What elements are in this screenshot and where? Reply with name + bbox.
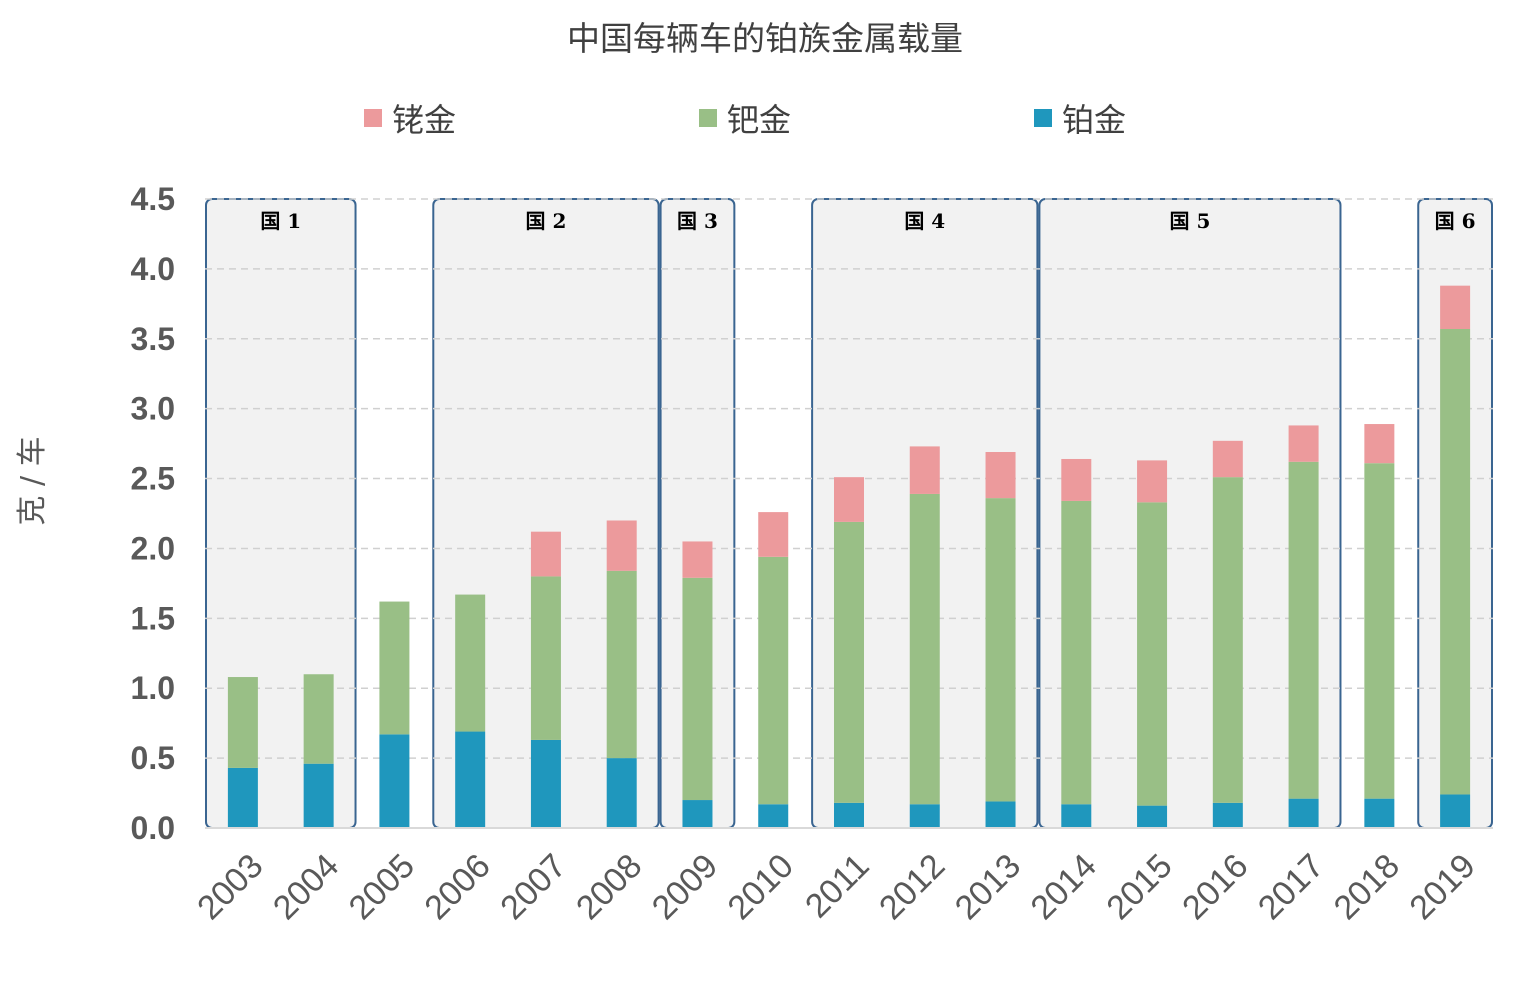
bar-palladium-2008 <box>606 570 637 759</box>
bar-platinum-2014 <box>1061 804 1092 828</box>
chart-title: 中国每辆车的铂族金属载量 <box>567 19 963 58</box>
bar-platinum-2003 <box>227 767 258 828</box>
x-tick-label-2009: 2009 <box>645 847 725 927</box>
bar-platinum-2019 <box>1440 794 1471 828</box>
y-tick-label: 2.0 <box>131 530 175 566</box>
x-tick-label-2013: 2013 <box>948 847 1028 927</box>
y-tick-label: 1.5 <box>131 600 175 636</box>
legend-label-rhodium: 铑金 <box>392 101 456 139</box>
bar-platinum-2011 <box>834 802 864 828</box>
bar-rhodium-2014 <box>1061 458 1092 501</box>
y-tick-label: 4.5 <box>131 181 175 217</box>
bar-palladium-2012 <box>909 493 940 805</box>
bar-palladium-2014 <box>1061 500 1092 805</box>
bar-platinum-2016 <box>1212 802 1243 828</box>
x-tick-label-2011: 2011 <box>798 847 877 926</box>
stage-label-1: 国 1 <box>260 209 301 233</box>
y-axis-label: 克 / 车 <box>15 436 50 525</box>
y-tick-label: 3.0 <box>131 391 175 427</box>
bar-rhodium-2018 <box>1364 424 1395 464</box>
x-tick-label-2010: 2010 <box>721 847 801 927</box>
bar-platinum-2007 <box>530 739 561 828</box>
bar-palladium-2016 <box>1212 477 1243 803</box>
y-tick-label: 0.5 <box>131 740 175 776</box>
bar-palladium-2005 <box>379 601 410 735</box>
x-tick-label-2003: 2003 <box>190 847 270 927</box>
bar-palladium-2011 <box>834 521 864 803</box>
y-tick-label: 3.5 <box>131 321 175 357</box>
bar-rhodium-2008 <box>606 520 637 571</box>
bar-platinum-2005 <box>379 734 410 828</box>
x-tick-label-2018: 2018 <box>1327 847 1407 927</box>
bar-platinum-2015 <box>1137 805 1168 828</box>
stage-label-3: 国 3 <box>677 209 718 233</box>
y-ticks: 0.0 0.5 1.0 1.5 2.0 2.5 3.0 3.5 4.0 4.5 <box>131 181 175 846</box>
stage-label-6: 国 6 <box>1435 209 1476 233</box>
bar-palladium-2019 <box>1440 328 1471 795</box>
bar-rhodium-2016 <box>1212 440 1243 478</box>
bar-palladium-2006 <box>455 594 486 732</box>
bar-rhodium-2007 <box>530 531 561 577</box>
bar-platinum-2013 <box>985 801 1016 828</box>
legend-swatch-rhodium <box>364 109 382 127</box>
bar-rhodium-2015 <box>1137 460 1168 503</box>
y-tick-label: 1.0 <box>131 670 175 706</box>
x-tick-label-2006: 2006 <box>417 847 497 927</box>
bar-platinum-2004 <box>303 763 334 828</box>
bar-rhodium-2017 <box>1288 425 1319 462</box>
x-tick-label-2005: 2005 <box>342 847 422 927</box>
stage-label-5: 国 5 <box>1169 209 1210 233</box>
bar-palladium-2013 <box>985 498 1016 802</box>
bar-platinum-2010 <box>758 804 789 828</box>
x-tick-label-2012: 2012 <box>872 847 952 927</box>
bar-rhodium-2011 <box>834 477 864 522</box>
bar-platinum-2009 <box>682 800 713 828</box>
y-tick-label: 2.5 <box>131 461 175 497</box>
x-ticks: 2003200420052006200720082009201020112012… <box>190 847 1483 927</box>
bar-platinum-2006 <box>455 731 486 828</box>
bar-platinum-2012 <box>909 804 940 828</box>
y-tick-label: 0.0 <box>131 810 175 846</box>
x-tick-label-2016: 2016 <box>1175 847 1255 927</box>
bar-palladium-2007 <box>530 576 561 740</box>
bar-palladium-2010 <box>758 556 789 805</box>
legend-swatch-palladium <box>699 109 717 127</box>
x-tick-label-2008: 2008 <box>569 847 649 927</box>
bar-palladium-2017 <box>1288 461 1319 799</box>
x-tick-label-2015: 2015 <box>1099 847 1179 927</box>
stage-label-4: 国 4 <box>904 209 945 233</box>
stage-label-2: 国 2 <box>525 209 566 233</box>
legend-swatch-platinum <box>1034 109 1052 127</box>
gridlines <box>205 198 1493 759</box>
legend: 铑金 钯金 铂金 <box>364 101 1126 139</box>
bar-palladium-2004 <box>303 674 334 764</box>
bar-platinum-2008 <box>606 758 637 828</box>
x-tick-label-2017: 2017 <box>1251 847 1331 927</box>
legend-label-platinum: 铂金 <box>1062 101 1126 139</box>
y-tick-label: 4.0 <box>131 251 175 287</box>
bar-palladium-2018 <box>1364 463 1395 799</box>
legend-label-palladium: 钯金 <box>727 101 791 139</box>
bar-rhodium-2010 <box>758 512 789 557</box>
bar-rhodium-2009 <box>682 541 713 578</box>
bar-platinum-2017 <box>1288 798 1319 828</box>
x-tick-label-2014: 2014 <box>1024 847 1104 927</box>
bar-rhodium-2013 <box>985 451 1016 499</box>
x-tick-label-2019: 2019 <box>1402 847 1482 927</box>
bars <box>227 285 1471 828</box>
x-tick-label-2007: 2007 <box>493 847 573 927</box>
bar-palladium-2003 <box>227 677 258 768</box>
bar-palladium-2009 <box>682 577 713 801</box>
x-tick-label-2004: 2004 <box>266 847 346 927</box>
bar-platinum-2018 <box>1364 798 1395 828</box>
bar-rhodium-2019 <box>1440 285 1471 329</box>
bar-palladium-2015 <box>1137 502 1168 806</box>
bar-rhodium-2012 <box>909 446 940 494</box>
